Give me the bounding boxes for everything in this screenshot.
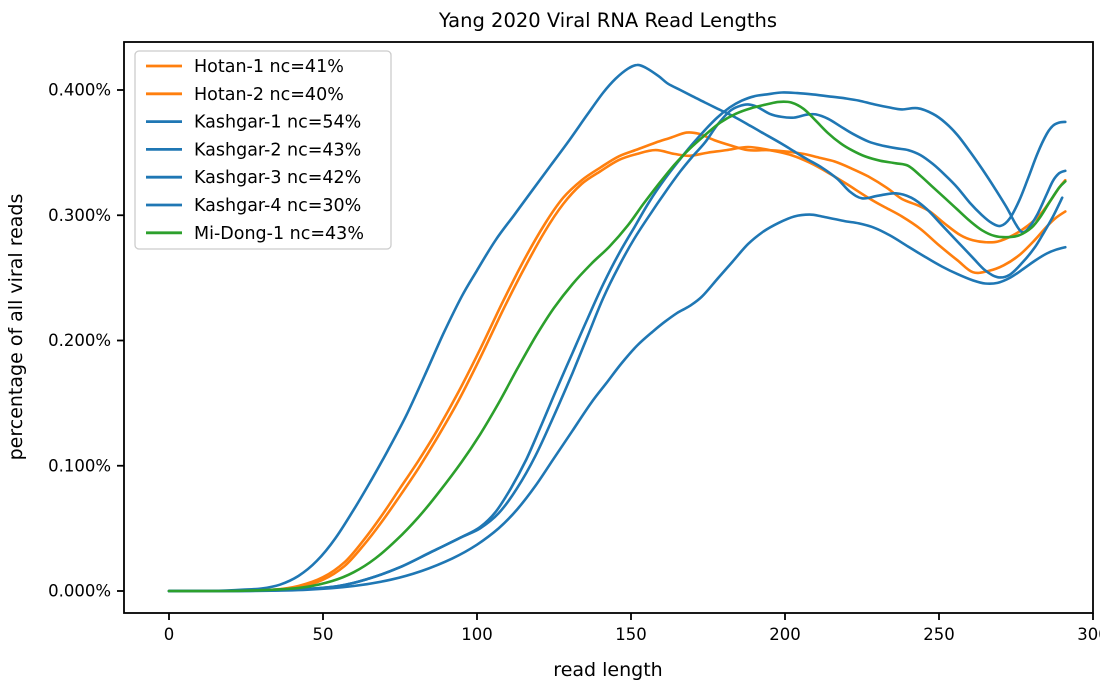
legend-label-hotan-1: Hotan-1 nc=41%: [194, 57, 344, 77]
legend-item-mi-dong-1: Mi-Dong-1 nc=43%: [146, 224, 364, 244]
y-tick-label: 0.100%: [48, 456, 111, 475]
legend-label-hotan-2: Hotan-2 nc=40%: [194, 85, 344, 105]
x-tick-label: 0: [164, 625, 175, 644]
x-tick-label: 300: [1077, 625, 1100, 644]
series-lines: [167, 63, 1067, 593]
y-tick-label: 0.200%: [48, 331, 111, 350]
y-tick-label: 0.300%: [48, 206, 111, 225]
x-axis-ticks: 0 50 100 150 200 250 300: [164, 613, 1100, 644]
series-line-kashgar-4: [167, 213, 1067, 593]
series-line-hotan-2: [167, 145, 1067, 593]
series-line-kashgar-1: [167, 63, 1064, 593]
plot-area: [123, 41, 1094, 614]
series-line-kashgar-2: [167, 103, 1067, 593]
legend-box: [134, 50, 392, 250]
x-tick-label: 50: [313, 625, 334, 644]
legend-label-kashgar-2: Kashgar-2 nc=43%: [194, 140, 361, 160]
legend-label-kashgar-1: Kashgar-1 nc=54%: [194, 113, 361, 133]
series-line-kashgar-3: [167, 91, 1067, 593]
x-tick-label: 200: [769, 625, 801, 644]
legend-item-kashgar-1: Kashgar-1 nc=54%: [146, 113, 361, 133]
x-tick-label: 150: [615, 625, 647, 644]
x-tick-label: 100: [461, 625, 493, 644]
y-tick-label: 0.000%: [48, 582, 111, 601]
legend-label-mi-dong-1: Mi-Dong-1 nc=43%: [194, 224, 364, 244]
legend-item-kashgar-3: Kashgar-3 nc=42%: [146, 168, 361, 188]
x-axis-label: read length: [553, 659, 662, 681]
y-axis-label: percentage of all viral reads: [5, 194, 27, 461]
legend-item-kashgar-4: Kashgar-4 nc=30%: [146, 196, 361, 216]
legend-item-hotan-1: Hotan-1 nc=41%: [146, 57, 344, 77]
legend-item-kashgar-2: Kashgar-2 nc=43%: [146, 140, 361, 160]
y-axis-ticks: 0.000% 0.100% 0.200% 0.300% 0.400%: [48, 81, 124, 601]
legend-label-kashgar-4: Kashgar-4 nc=30%: [194, 196, 361, 216]
y-tick-label: 0.400%: [48, 81, 111, 100]
series-line-mi-dong-1: [167, 100, 1067, 593]
legend-item-hotan-2: Hotan-2 nc=40%: [146, 85, 344, 105]
legend-label-kashgar-3: Kashgar-3 nc=42%: [194, 168, 361, 188]
legend: Hotan-1 nc=41% Hotan-2 nc=40% Kashgar-1 nc…: [134, 50, 392, 250]
chart-title: Yang 2020 Viral RNA Read Lengths: [438, 9, 777, 32]
x-tick-label: 250: [923, 625, 955, 644]
series-line-hotan-1: [167, 131, 1067, 593]
